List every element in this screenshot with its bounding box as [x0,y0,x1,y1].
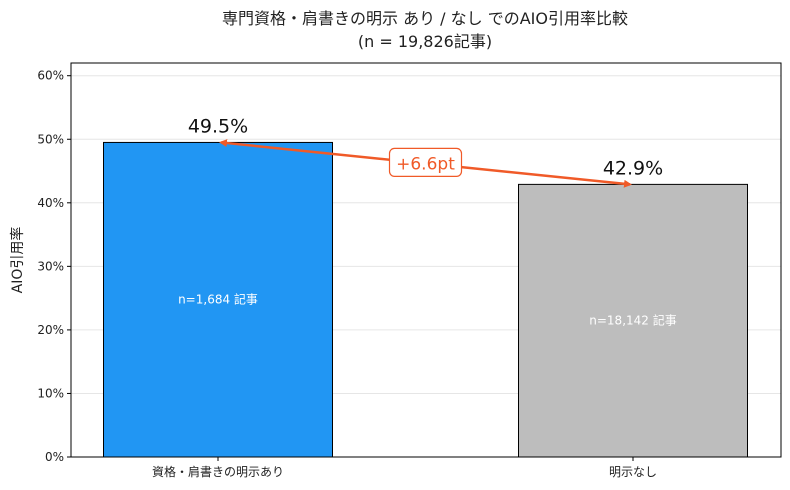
y-tick-label: 20% [37,323,64,337]
bar-value-label: 42.9% [603,157,663,179]
bar [518,183,748,458]
y-tick-label: 60% [37,69,64,83]
y-tick-label: 10% [37,386,64,400]
x-axis-ticks: 資格・肩書きの明示あり 明示なし [152,457,657,479]
y-tick-label: 40% [37,196,64,210]
y-tick-label: 50% [37,132,64,146]
y-tick-label: 0% [45,450,64,464]
y-tick-label: 30% [37,259,64,273]
bar-value-label: 49.5% [188,115,248,137]
bar-count-label: n=18,142 記事 [589,313,676,328]
bars-group: 49.5% n=1,684 記事 42.9% n=18,142 記事 [103,115,748,458]
difference-label-box [388,147,463,178]
y-axis-label: AIO引用率 [9,227,26,294]
bar-count-label: n=1,684 記事 [178,292,258,307]
plot-frame [70,62,782,458]
difference-label: +6.6pt [396,154,455,174]
x-tick-label: 明示なし [609,465,657,479]
y-axis-ticks: 0% 10% 20% 30% 40% 50% 60% [37,69,71,464]
x-tick-label: 資格・肩書きの明示あり [152,464,284,479]
chart-subtitle: (n = 19,826記事) [358,32,492,51]
difference-annotation: +6.6pt [219,139,632,188]
chart-title: 専門資格・肩書きの明示 あり / なし でのAIO引用率比較 [222,9,628,28]
